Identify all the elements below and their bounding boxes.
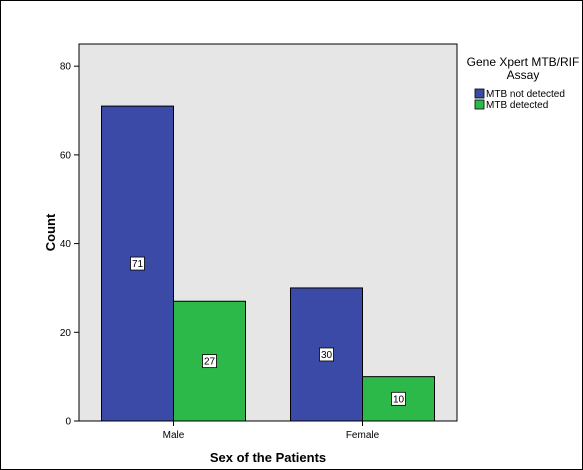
data-label-box <box>202 354 217 369</box>
y-tick-label: 80 <box>60 62 72 73</box>
x-axis: Male Female <box>163 421 380 441</box>
data-label: 10 <box>393 394 405 405</box>
x-tick-label: Male <box>163 430 185 441</box>
y-tick-label: 0 <box>65 417 71 428</box>
legend-label-mtb-detected: MTB detected <box>486 100 548 111</box>
y-axis-title: Count <box>43 213 58 251</box>
x-tick-label: Female <box>346 430 380 441</box>
legend-label-mtb-not-detected: MTB not detected <box>486 89 565 100</box>
data-labels-group: 71 27 30 10 <box>130 256 406 406</box>
legend-title-line-2: Assay <box>507 68 540 82</box>
data-label-box <box>319 347 334 362</box>
data-label-box <box>130 256 145 271</box>
x-axis-title: Sex of the Patients <box>210 450 326 465</box>
legend-swatch-mtb-detected <box>474 99 485 110</box>
legend-swatch-mtb-not-detected <box>474 88 485 99</box>
legend: Gene Xpert MTB/RIF Assay MTB not detecte… <box>467 55 580 111</box>
data-label: 71 <box>132 259 144 270</box>
y-tick-label: 60 <box>60 150 72 161</box>
y-tick-label: 40 <box>60 239 72 250</box>
y-axis: 0 20 40 60 80 <box>60 62 79 428</box>
data-label: 30 <box>321 350 333 361</box>
y-tick-label: 20 <box>60 328 72 339</box>
bars-group <box>101 105 435 422</box>
data-label: 27 <box>204 357 216 368</box>
data-label-box <box>391 391 406 406</box>
legend-title-line-1: Gene Xpert MTB/RIF <box>467 55 580 69</box>
